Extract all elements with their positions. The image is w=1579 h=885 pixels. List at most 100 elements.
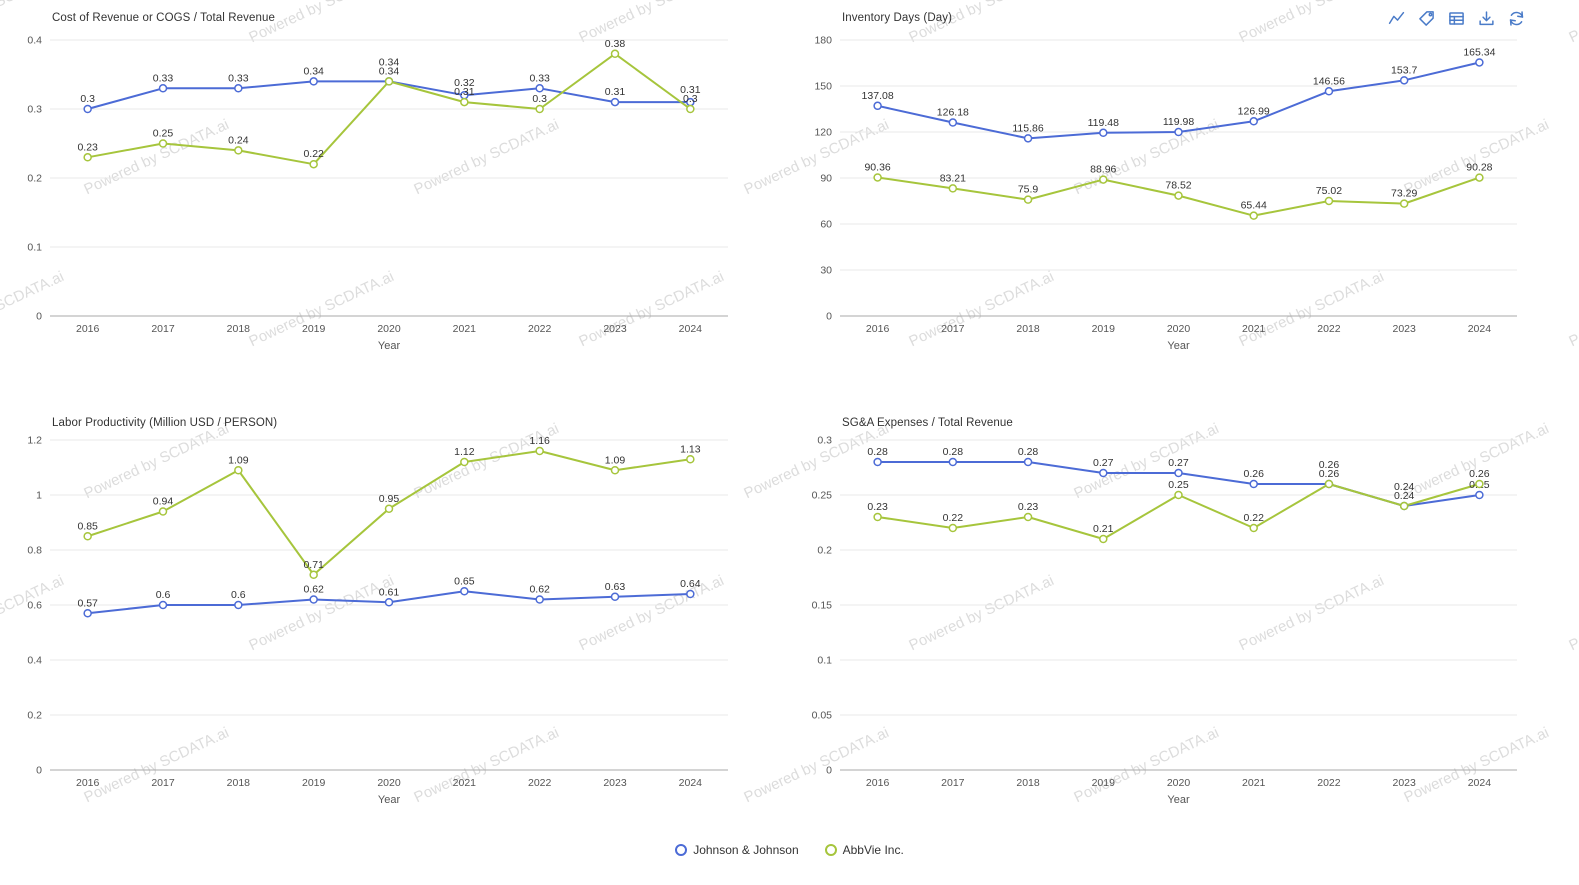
data-point <box>1099 175 1108 184</box>
value-label: 0.33 <box>228 72 249 84</box>
value-label: 165.34 <box>1463 46 1495 58</box>
y-tick-label: 0.6 <box>27 600 42 612</box>
value-label: 0.24 <box>1394 490 1415 502</box>
chart-canvas: 0 30 60 90 120 150 180 2016 2017 2018 2019 2020 2021… <box>814 35 1517 352</box>
value-label: 0.85 <box>77 520 98 532</box>
y-tick-label: 120 <box>814 127 832 139</box>
value-label: 0.64 <box>680 578 701 590</box>
y-tick-label: 0 <box>36 311 42 323</box>
data-point <box>1324 87 1334 96</box>
value-label: 119.98 <box>1163 116 1194 128</box>
data-point <box>460 457 469 467</box>
value-label: 0.26 <box>1469 468 1490 480</box>
x-tick-label: 2024 <box>679 777 703 789</box>
data-point <box>535 446 544 456</box>
value-label: 126.99 <box>1238 105 1270 117</box>
value-label: 83.21 <box>940 172 966 184</box>
x-tick-label: 2022 <box>1317 323 1341 335</box>
data-view-icon[interactable] <box>1448 10 1465 27</box>
chart-title: SG&A Expenses / Total Revenue <box>842 417 1013 429</box>
data-point <box>83 609 92 618</box>
value-label: 75.9 <box>1018 184 1039 196</box>
data-point <box>948 523 958 533</box>
data-point <box>309 159 318 169</box>
x-tick-label: 2016 <box>76 777 100 789</box>
value-label: 0.57 <box>77 597 98 609</box>
value-label: 0.27 <box>1093 457 1114 469</box>
line-chart-icon[interactable] <box>1388 10 1405 27</box>
data-point <box>158 84 168 93</box>
data-point <box>158 507 168 516</box>
chart-labor-productivity: Labor Productivity (Million USD / PERSON… <box>0 405 790 830</box>
value-label: 0.32 <box>454 77 475 89</box>
data-point <box>686 589 695 599</box>
data-point <box>1399 501 1409 511</box>
x-tick-label: 2024 <box>1468 323 1492 335</box>
data-point <box>873 173 882 182</box>
value-label: 153.7 <box>1391 64 1417 76</box>
value-label: 0.31 <box>454 86 475 98</box>
x-tick-label: 2019 <box>302 323 326 335</box>
y-tick-label: 0.05 <box>812 710 833 722</box>
y-tick-label: 0 <box>36 765 42 777</box>
x-tick-label: 2023 <box>603 323 627 335</box>
y-tick-label: 0.4 <box>27 655 42 667</box>
value-label: 0.21 <box>1093 523 1114 535</box>
chart-inventory-days: Inventory Days (Day) <box>790 0 1579 405</box>
chart-title: Cost of Revenue or COGS / Total Revenue <box>52 12 275 24</box>
value-label: 0.34 <box>379 65 400 77</box>
value-label: 73.29 <box>1391 188 1417 200</box>
data-point <box>1475 479 1484 489</box>
value-label: 0.3 <box>80 93 95 105</box>
y-tick-label: 0.3 <box>817 435 832 447</box>
value-label: 0.62 <box>303 584 324 596</box>
value-label: 0.28 <box>1018 446 1039 458</box>
data-point <box>873 512 882 522</box>
y-tick-label: 0.4 <box>27 35 42 47</box>
legend-item-abbvie[interactable]: AbbVie Inc. <box>824 843 904 857</box>
x-tick-label: 2023 <box>603 777 627 789</box>
value-label: 0.95 <box>379 493 400 505</box>
value-label: 0.63 <box>605 581 626 593</box>
data-point <box>1399 199 1409 208</box>
value-label: 0.23 <box>867 501 888 513</box>
value-label: 0.34 <box>379 56 400 68</box>
tag-icon[interactable] <box>1418 10 1435 27</box>
value-label: 1.09 <box>228 454 249 466</box>
x-tick-label: 2018 <box>1016 777 1040 789</box>
value-label: 0.26 <box>1244 468 1265 480</box>
refresh-icon[interactable] <box>1508 10 1525 27</box>
x-tick-label: 2022 <box>528 323 552 335</box>
charts-grid: Cost of Revenue or COGS / Total Revenue … <box>0 0 1579 830</box>
x-tick-label: 2023 <box>1392 777 1416 789</box>
value-label: 119.48 <box>1088 117 1119 129</box>
data-point <box>1174 490 1183 500</box>
download-icon[interactable] <box>1478 10 1495 27</box>
value-label: 0.24 <box>228 134 249 146</box>
y-tick-label: 0.1 <box>817 655 832 667</box>
chart-cogs-revenue-ratio: Cost of Revenue or COGS / Total Revenue … <box>0 0 790 405</box>
data-point <box>83 153 92 162</box>
value-label: 0.23 <box>77 141 98 153</box>
chart-sga-revenue-ratio: SG&A Expenses / Total Revenue 0 0.05 0.1 0.… <box>790 405 1579 830</box>
x-tick-label: 2020 <box>1167 777 1191 789</box>
data-point <box>1324 479 1334 489</box>
data-point <box>1174 191 1183 200</box>
x-tick-label: 2017 <box>151 323 175 335</box>
data-point <box>610 466 620 475</box>
data-point <box>309 77 318 86</box>
x-axis-title: Year <box>378 794 401 806</box>
data-point <box>384 504 394 513</box>
data-point <box>234 146 243 155</box>
x-axis-title: Year <box>1167 794 1190 806</box>
value-label: 0.34 <box>303 65 324 77</box>
chart-title: Labor Productivity (Million USD / PERSON… <box>52 417 278 429</box>
y-tick-label: 0.3 <box>27 104 42 116</box>
x-axis-title: Year <box>378 340 401 352</box>
value-label: 88.96 <box>1090 164 1116 176</box>
legend: Johnson & Johnson AbbVie Inc. <box>0 830 1579 870</box>
value-label: 0.31 <box>680 84 701 96</box>
value-label: 1.09 <box>605 454 626 466</box>
legend-item-johnson-and-johnson[interactable]: Johnson & Johnson <box>675 843 799 857</box>
x-tick-label: 2020 <box>377 323 401 335</box>
